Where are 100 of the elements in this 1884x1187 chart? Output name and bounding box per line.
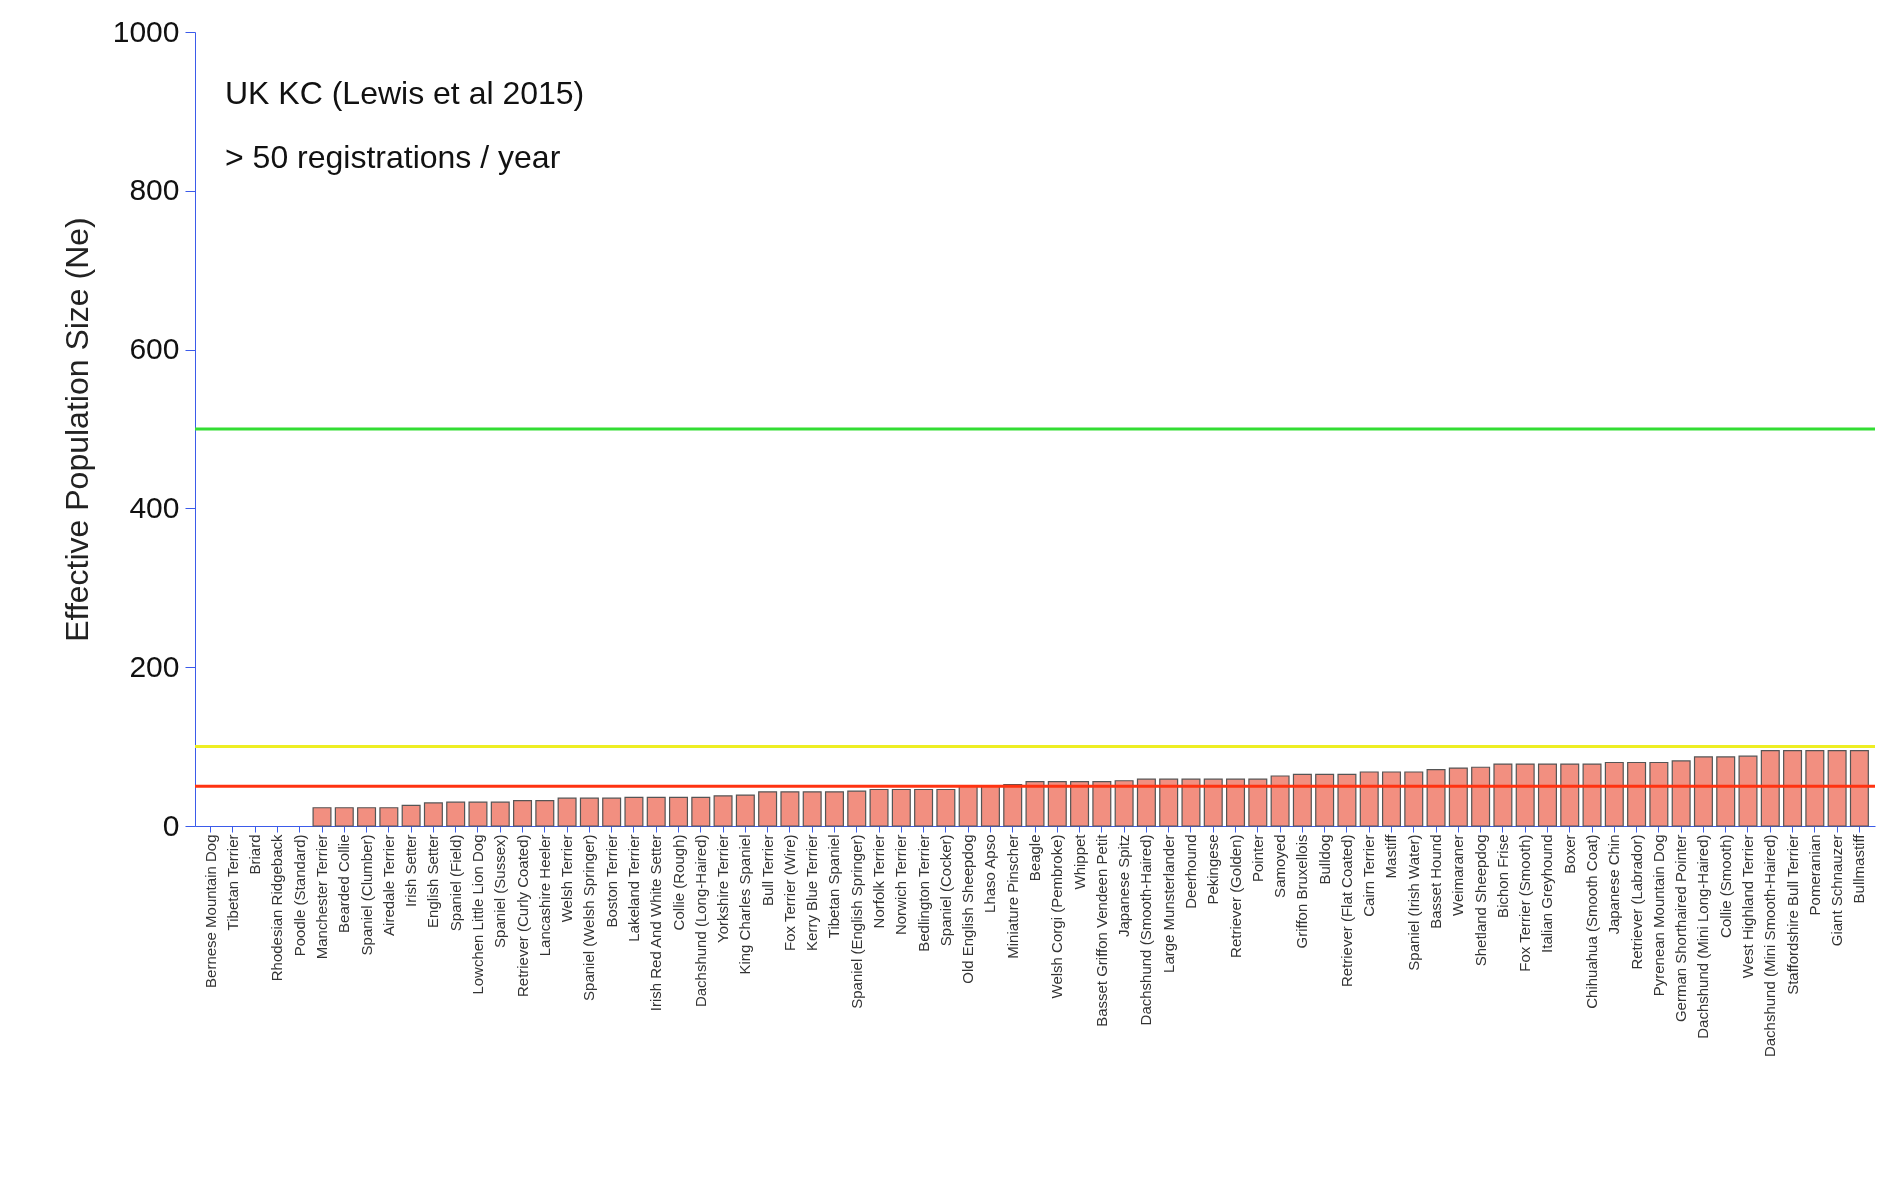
x-tick-label: Pointer: [1248, 834, 1266, 883]
bar: [1025, 780, 1045, 827]
x-tick-label: Shetland Sheepdog: [1471, 834, 1489, 967]
x-tick-label: Boxer: [1560, 834, 1578, 874]
x-tick-label: Deerhound: [1181, 834, 1199, 909]
bar: [1738, 755, 1758, 827]
x-tick-label: Large Munsterlander: [1159, 834, 1177, 973]
bar: [758, 791, 778, 827]
x-tick-label: Dachshund (Long-Haired): [691, 834, 709, 1008]
x-tick-label: Japanese Spitz: [1115, 834, 1133, 938]
x-tick-label: Griffon Bruxellois: [1293, 834, 1311, 949]
x-tick-label: Bulldog: [1315, 834, 1333, 885]
x-tick-label: Japanese Chin: [1605, 834, 1623, 935]
x-tick-label: Bedlington Terrier: [914, 834, 932, 952]
x-tick-label: Yorkshire Terrier: [714, 834, 732, 943]
x-tick-label: Bernese Mountain Dog: [201, 834, 219, 988]
bar: [312, 807, 332, 827]
x-tick-label: Weimaraner: [1449, 834, 1467, 916]
x-tick-label: Lhaso Apso: [981, 834, 999, 913]
x-tick-label: Fox Terrier (Smooth): [1516, 834, 1534, 972]
x-tick-label: Dachshund (Mini Long-Haired): [1694, 834, 1712, 1039]
y-tick-label: 1000: [112, 14, 180, 48]
bar: [446, 801, 466, 827]
y-tick-label: 600: [129, 332, 180, 366]
bar: [691, 796, 711, 827]
x-tick-label: Tibetan Spaniel: [825, 834, 843, 939]
x-tick-label: Welsh Terrier: [558, 834, 576, 923]
x-tick-label: Irish Setter: [402, 834, 420, 908]
bar: [1136, 778, 1156, 827]
x-tick-label: Giant Schnauzer: [1828, 834, 1846, 947]
x-tick-label: Irish Red And White Setter: [647, 834, 665, 1012]
bar: [668, 796, 689, 827]
x-tick-label: West Highland Terrier: [1739, 834, 1756, 979]
bar: [513, 799, 533, 827]
x-tick-label: Tibetan Terrier: [223, 834, 241, 931]
y-tick-label: 800: [129, 173, 180, 207]
annotation: > 50 registrations / year: [225, 139, 561, 175]
x-tick-label: Italian Greyhound: [1538, 834, 1556, 953]
x-tick-label: Pyrenean Mountain Dog: [1649, 834, 1667, 997]
bar: [1315, 773, 1335, 827]
bar: [780, 791, 800, 827]
bar: [1070, 780, 1090, 827]
x-tick-label: Bullmastiff: [1850, 833, 1868, 904]
bar: [1248, 778, 1268, 827]
bar: [1515, 763, 1535, 827]
bar: [1448, 767, 1468, 827]
bar: [1693, 756, 1713, 827]
x-tick-label: Retriever (Curly Coated): [513, 834, 531, 998]
bar: [1003, 784, 1023, 827]
bar: [1849, 749, 1869, 827]
x-tick-label: Retriever (Flat Coated): [1337, 834, 1355, 988]
x-tick-label: Lakeland Terrier: [624, 834, 642, 942]
x-tick-label: Spaniel (Irish Water): [1404, 834, 1422, 971]
x-tick-label: Retriever (Golden): [1226, 834, 1244, 958]
x-tick-label: Spaniel (Cocker): [936, 834, 954, 947]
x-tick-label: Rhodesian Ridgeback: [268, 834, 286, 982]
x-tick-label: Beagle: [1026, 834, 1043, 882]
x-tick-label: Bearded Collie: [335, 834, 353, 933]
x-tick-label: Welsh Corgi (Pembroke): [1048, 834, 1066, 999]
bar: [1047, 780, 1067, 827]
bar: [824, 791, 844, 827]
x-tick-label: Pomeranian: [1805, 834, 1823, 916]
bar: [646, 796, 666, 827]
bar: [1114, 780, 1134, 827]
bar: [1493, 763, 1513, 827]
y-tick-label: 400: [129, 490, 180, 524]
bar: [423, 802, 443, 827]
x-tick-label: Norfolk Terrier: [870, 834, 888, 929]
bar: [735, 794, 755, 827]
x-tick-label: Lowchen Little Lion Dog: [468, 834, 486, 995]
bar: [602, 797, 622, 827]
x-tick-label: Spaniel (Clumber): [357, 834, 375, 956]
x-tick-label: Spaniel (Field): [446, 834, 464, 932]
bar: [1582, 763, 1602, 827]
bar: [1270, 775, 1290, 827]
x-tick-label: Spaniel (Welsh Springer): [580, 834, 598, 1001]
x-tick-label: Dachshund (Mini Smooth-Haired): [1761, 834, 1779, 1058]
bar: [1404, 771, 1424, 827]
x-tick-label: English Setter: [424, 834, 442, 928]
x-tick-label: Airedale Terrier: [379, 834, 397, 936]
x-tick-label: Briard: [246, 834, 264, 875]
bar: [1471, 766, 1491, 827]
bar: [936, 788, 956, 827]
bar: [1359, 771, 1379, 827]
y-tick-label: 0: [162, 808, 180, 842]
x-tick-label: Poodle (Standard): [290, 834, 308, 957]
bar: [1671, 760, 1691, 827]
x-tick-label: Bichon Frise: [1493, 834, 1511, 918]
bar: [557, 797, 577, 827]
x-tick-label: Basset Griffon Vendeen Petit: [1092, 833, 1110, 1027]
x-tick-label: Lancashire Heeler: [535, 834, 553, 957]
bar: [379, 807, 399, 827]
x-tick-label: Fox Terrier (Wire): [780, 834, 798, 951]
bar: [624, 796, 644, 827]
bar: [1827, 749, 1847, 827]
bar: [1092, 780, 1112, 827]
x-tick-label: Miniature Pinscher: [1003, 834, 1021, 959]
x-tick-label: Spaniel (English Springer): [847, 834, 865, 1009]
bar: [357, 807, 377, 827]
bar: [535, 799, 555, 827]
